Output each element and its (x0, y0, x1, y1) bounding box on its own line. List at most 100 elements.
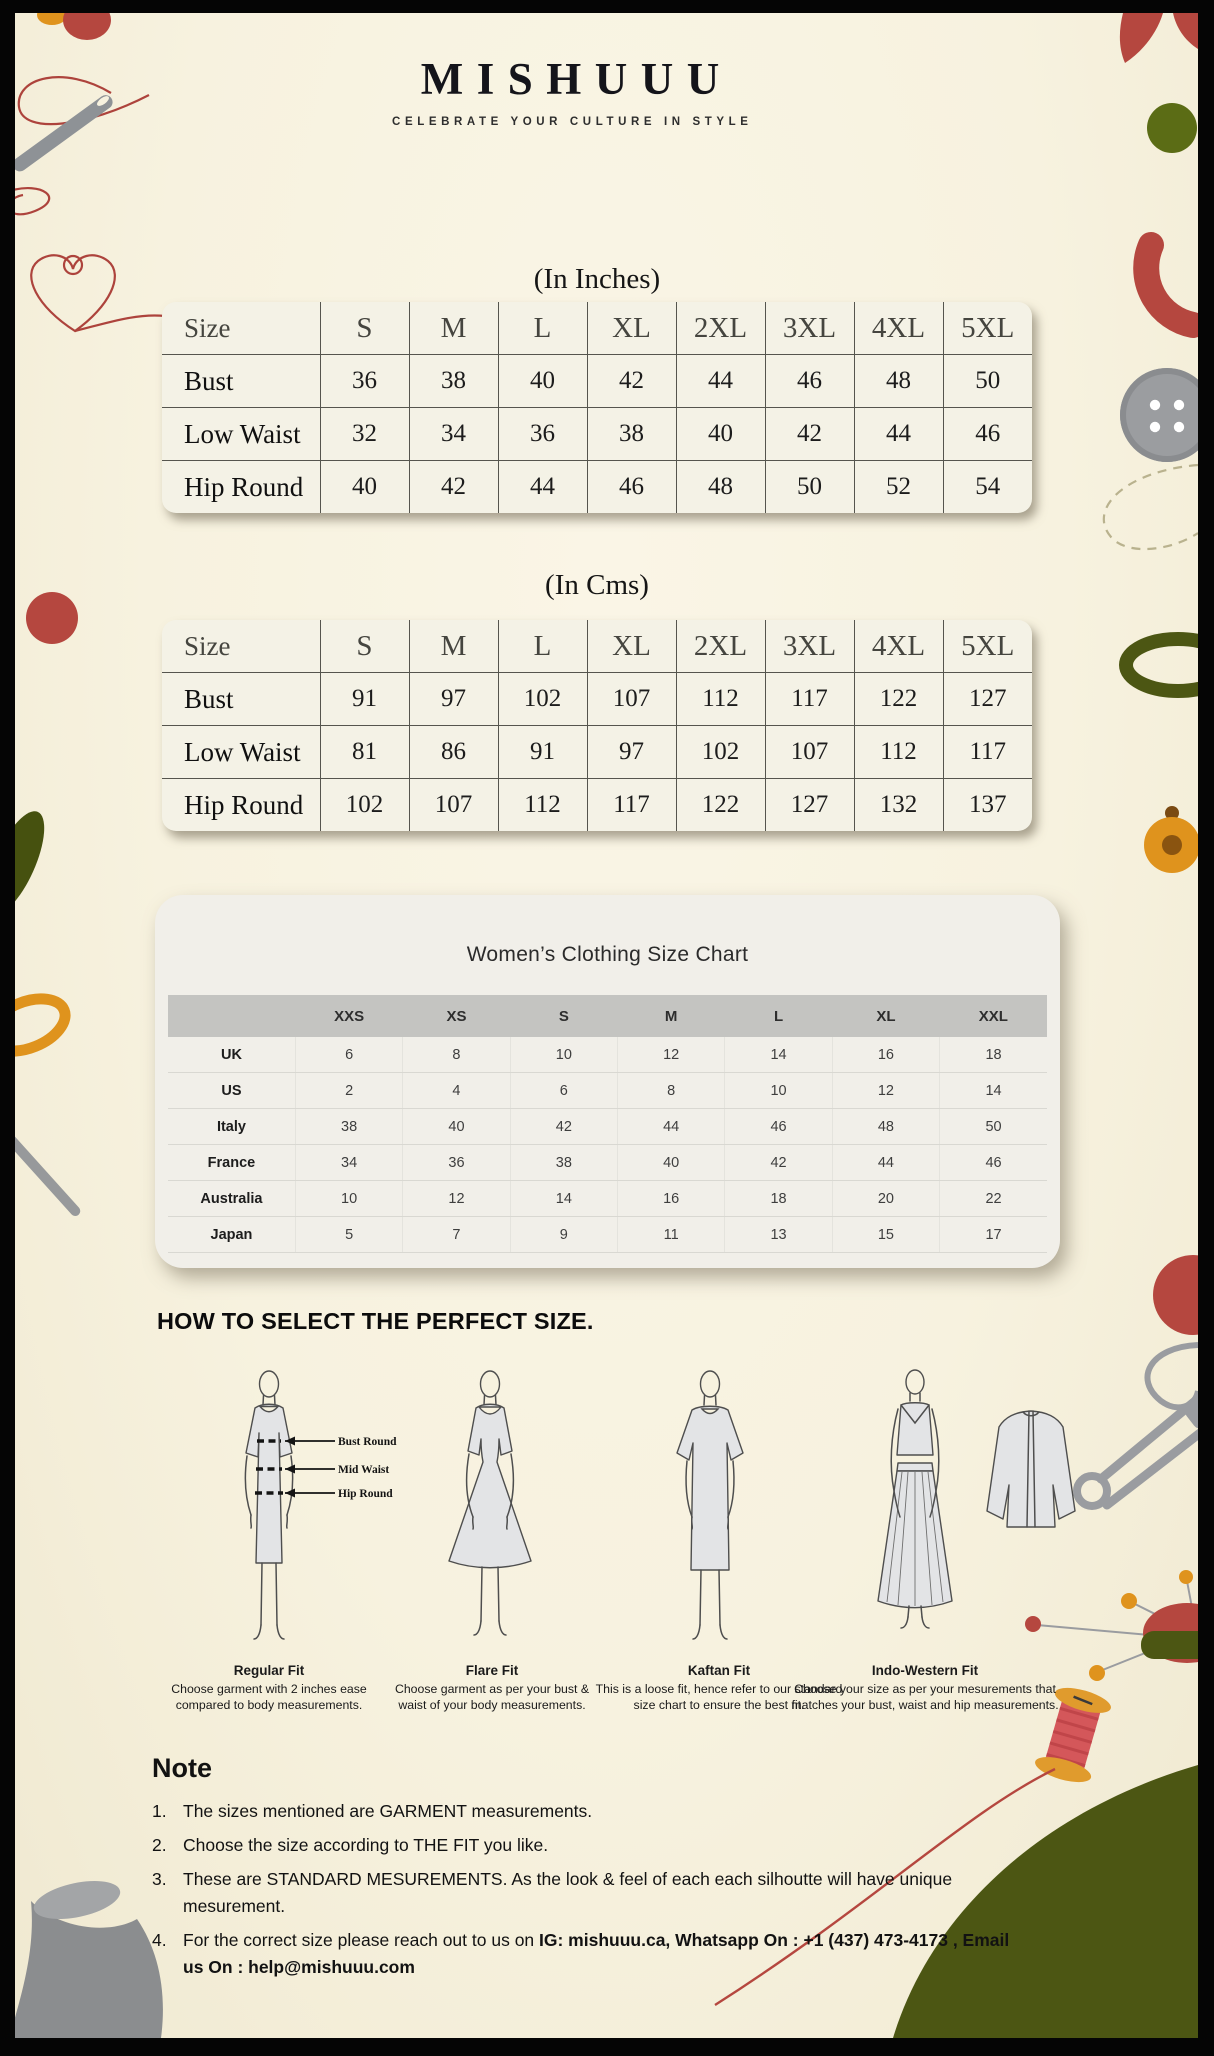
jacket-illustration (986, 1410, 1076, 1528)
size-col: M (408, 302, 498, 355)
cell: 97 (408, 672, 498, 726)
cell: 91 (497, 725, 587, 779)
row-label: Low Waist (162, 407, 320, 461)
cell: 44 (831, 1144, 940, 1181)
orange-hoop-left (15, 993, 71, 1057)
cms-table-title: (In Cms) (545, 569, 649, 601)
cell: 12 (616, 1037, 725, 1073)
cell: 86 (408, 725, 498, 779)
brand-logo: MISHUUU (420, 54, 733, 104)
cell: 10 (294, 1180, 403, 1217)
indo-western-fit-caption: Indo-Western Fit Choose your size as per… (790, 1663, 1060, 1714)
fit-name: Regular Fit (233, 1663, 305, 1678)
table-row: France 34 36 38 40 42 44 46 (168, 1144, 1047, 1181)
row-label: Hip Round (162, 778, 320, 831)
cell: 50 (942, 354, 1032, 408)
maroon-dot-left (26, 592, 78, 644)
size-col: S (319, 302, 409, 355)
brand-header: MISHUUU CELEBRATE YOUR CULTURE IN STYLE (15, 53, 1125, 128)
flare-fit-figure (420, 1365, 560, 1665)
cell: 32 (319, 407, 409, 461)
table-row: Low Waist 81 86 91 97 102 107 112 117 (162, 725, 1032, 779)
row-label: Japan (168, 1216, 296, 1253)
table-row: Bust 36 38 40 42 44 46 48 50 (162, 354, 1032, 408)
cell: 40 (402, 1108, 511, 1145)
cell: 127 (942, 672, 1032, 726)
cell: 40 (616, 1144, 725, 1181)
size-col: XL (832, 995, 940, 1037)
cell: 46 (939, 1144, 1047, 1181)
gray-needle-left (15, 1116, 81, 1217)
cell: 91 (319, 672, 409, 726)
cell: 17 (939, 1216, 1047, 1253)
cell: 102 (675, 725, 765, 779)
size-chart-inches: Size S M L XL 2XL 3XL 4XL 5XL Bust 36 38… (162, 302, 1032, 513)
cell: 42 (586, 354, 676, 408)
size-col: 3XL (764, 302, 854, 355)
cell: 48 (675, 460, 765, 513)
cell: 46 (942, 407, 1032, 461)
cell: 127 (764, 778, 854, 831)
table-row: US 2 4 6 8 10 12 14 (168, 1072, 1047, 1109)
measure-label-waist: Mid Waist (338, 1464, 389, 1476)
note-item-number: 3. (152, 1869, 167, 1889)
intl-size-chart-card: Women’s Clothing Size Chart XXS XS S M L… (155, 895, 1060, 1268)
page-background: MISHUUU CELEBRATE YOUR CULTURE IN STYLE … (15, 13, 1198, 2038)
cell: 8 (402, 1037, 511, 1073)
cell: 13 (724, 1216, 833, 1253)
row-label: Bust (162, 672, 320, 726)
size-col: XL (586, 302, 676, 355)
note-item-text: These are STANDARD MESUREMENTS. As the l… (183, 1869, 953, 1916)
cell: 12 (831, 1072, 940, 1109)
cell: 40 (497, 354, 587, 408)
size-col: XXL (939, 995, 1047, 1037)
button-icon (1120, 368, 1198, 462)
cell: 16 (616, 1180, 725, 1217)
fit-description: Choose garment as per your bust & waist … (394, 1682, 590, 1713)
cell: 14 (724, 1037, 833, 1073)
top-left-blobs (37, 13, 111, 40)
row-label: Italy (168, 1108, 296, 1145)
cell: 8 (616, 1072, 725, 1109)
cell: 122 (675, 778, 765, 831)
cell: 112 (675, 672, 765, 726)
indo-western-fit-figure (853, 1365, 1093, 1665)
fit-description: Choose garment with 2 inches ease compar… (171, 1682, 367, 1713)
corner-cell (168, 995, 296, 1037)
stitch-curve (1102, 463, 1198, 551)
measure-label-bust: Bust Round (338, 1436, 397, 1448)
olive-dot (1147, 103, 1197, 153)
cell: 38 (586, 407, 676, 461)
note-item-text: The sizes mentioned are GARMENT measurem… (183, 1801, 593, 1821)
table-row: Australia 10 12 14 16 18 20 22 (168, 1180, 1047, 1217)
cell: 36 (402, 1144, 511, 1181)
cell: 5 (294, 1216, 403, 1253)
size-col: M (617, 995, 725, 1037)
row-label: France (168, 1144, 296, 1181)
size-col: L (497, 302, 587, 355)
cell: 107 (586, 672, 676, 726)
row-label: Bust (162, 354, 320, 408)
orange-spool-top (1144, 806, 1198, 873)
cell: 34 (408, 407, 498, 461)
size-col: XXS (295, 995, 403, 1037)
cell: 102 (319, 778, 409, 831)
cell: 122 (853, 672, 943, 726)
cell: 50 (939, 1108, 1047, 1145)
cell: 9 (509, 1216, 618, 1253)
row-label: US (168, 1072, 296, 1109)
olive-leaf-left (15, 811, 45, 915)
safety-pin-icon (1073, 1392, 1198, 1510)
cell: 48 (831, 1108, 940, 1145)
flare-fit-caption: Flare Fit Choose garment as per your bus… (392, 1663, 592, 1714)
fit-name: Kaftan Fit (687, 1663, 751, 1678)
table-row: Japan 5 7 9 11 13 15 17 (168, 1216, 1047, 1253)
cell: 44 (497, 460, 587, 513)
cell: 38 (509, 1144, 618, 1181)
row-label: UK (168, 1037, 296, 1073)
size-col: XS (402, 995, 511, 1037)
olive-bangle (1119, 632, 1198, 698)
cell: 44 (675, 354, 765, 408)
size-col: 3XL (764, 620, 854, 673)
